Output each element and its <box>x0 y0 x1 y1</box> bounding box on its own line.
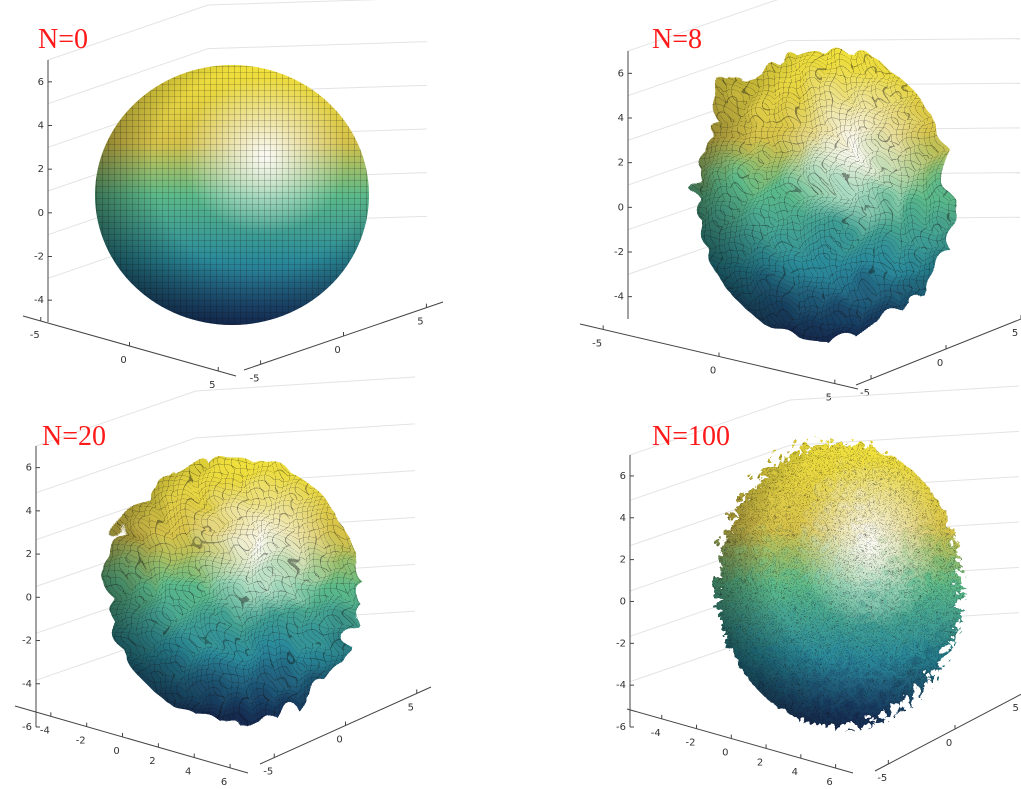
wall-line <box>208 42 427 49</box>
y-tick-label: 0 <box>946 738 952 749</box>
surface <box>713 438 957 722</box>
x-tick-label: 0 <box>113 746 119 757</box>
x-tick-label: 2 <box>757 757 763 768</box>
z-tick-label: -4 <box>22 679 32 690</box>
z-tick-label: -6 <box>22 722 32 733</box>
y-tick-label: -5 <box>263 767 273 778</box>
z-tick-label: -4 <box>614 292 624 303</box>
z-tick-label: 4 <box>618 113 624 124</box>
panel-title: N=8 <box>652 24 702 55</box>
panel-title: N=20 <box>42 421 106 452</box>
y-tick-label: 0 <box>334 345 340 356</box>
x-tick-label: -4 <box>651 728 661 739</box>
z-tick-label: 6 <box>26 463 32 474</box>
surface <box>95 65 369 325</box>
panel-title: N=100 <box>652 421 730 452</box>
surface-shade <box>95 65 369 325</box>
y-tick-label: 5 <box>417 317 423 328</box>
z-tick-label: -2 <box>616 638 626 649</box>
x-tick-label: 0 <box>710 366 716 377</box>
z-tick-label: 6 <box>618 68 624 79</box>
x-tick-label: -2 <box>686 738 696 749</box>
x-tick-label: 4 <box>185 767 191 778</box>
panel: 6 4 2 0 -2 -4 -6 -4 -2 0 2 4 6 -5 0 5 N=20 <box>15 377 431 788</box>
wall-line <box>790 386 1019 400</box>
x-tick-label: 6 <box>221 777 227 788</box>
z-tick-label: 4 <box>26 506 32 517</box>
z-tick-label: -4 <box>34 295 44 306</box>
z-tick-label: 6 <box>38 77 44 88</box>
surface <box>687 40 943 330</box>
z-tick-label: -4 <box>616 680 626 691</box>
x-tick-label: 0 <box>722 748 728 759</box>
z-tick-label: 4 <box>38 121 44 132</box>
x-tick-label: 6 <box>826 777 832 788</box>
x-tick-label: 4 <box>792 767 798 778</box>
y-tick-label: -5 <box>250 373 260 384</box>
y-tick-label: 0 <box>336 735 342 746</box>
z-tick-label: 4 <box>620 513 626 524</box>
x-tick-label: -2 <box>76 736 86 747</box>
z-tick-label: 2 <box>26 549 32 560</box>
page: 6 4 2 0 -2 -4 -5 0 5 -5 0 5 N=0 6 4 2 0 -2 -4 -5 0 5 -5 0 5 N=8 6 4… <box>0 0 1021 789</box>
z-tick-label: -2 <box>22 636 32 647</box>
z-tick-label: 2 <box>38 164 44 175</box>
y-tick-label: 5 <box>1012 328 1018 339</box>
y-axis <box>856 313 1021 385</box>
x-tick-label: 0 <box>120 355 126 366</box>
panel-title: N=0 <box>38 24 88 55</box>
wall-line <box>196 377 415 391</box>
panel: 6 4 2 0 -2 -4 -6 -4 -2 0 2 4 6 -5 0 5 N=100 <box>616 386 1021 788</box>
z-tick-label: -2 <box>34 252 44 263</box>
z-tick-label: 6 <box>620 471 626 482</box>
z-tick-label: 0 <box>26 592 32 603</box>
z-tick-label: 2 <box>620 555 626 566</box>
surface <box>100 447 350 713</box>
z-tick-label: 0 <box>38 208 44 219</box>
z-tick-label: -6 <box>616 722 626 733</box>
z-tick-label: -2 <box>614 247 624 258</box>
x-tick-label: -5 <box>592 338 602 349</box>
x-tick-label: -5 <box>30 330 40 341</box>
z-tick-label: 0 <box>620 596 626 607</box>
x-tick-label: -4 <box>40 725 50 736</box>
x-axis <box>15 706 248 773</box>
y-tick-label: 5 <box>1012 703 1018 714</box>
wall-line <box>196 424 415 438</box>
surface-shade <box>100 447 350 713</box>
z-tick-label: 2 <box>618 158 624 169</box>
wall-line <box>208 0 427 5</box>
figure: 6 4 2 0 -2 -4 -5 0 5 -5 0 5 N=0 6 4 2 0 -2 -4 -5 0 5 -5 0 5 N=8 6 4… <box>0 0 1021 789</box>
y-tick-label: 5 <box>408 702 414 713</box>
y-tick-label: -5 <box>877 773 887 784</box>
y-tick-label: -5 <box>860 388 870 399</box>
surface-shade <box>713 438 957 722</box>
x-tick-label: 2 <box>149 756 155 767</box>
y-tick-label: 0 <box>937 358 943 369</box>
z-tick-label: 0 <box>618 202 624 213</box>
surface-shade <box>687 40 943 330</box>
